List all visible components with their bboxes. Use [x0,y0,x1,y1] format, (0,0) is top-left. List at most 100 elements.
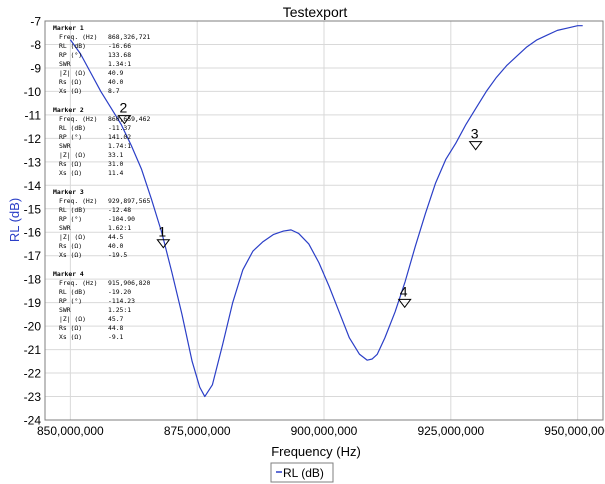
marker-info-value: 40.0 [108,242,124,250]
marker-info-value: -9.1 [108,333,124,341]
x-tick-label: 925,000,000 [417,424,484,438]
y-tick-label: -21 [24,343,42,357]
marker-info-key: Xs (Ω) [59,87,82,95]
marker-info-key: |Z| (Ω) [59,233,86,241]
marker-info-key: Rs (Ω) [59,324,82,332]
y-tick-label: -23 [24,390,42,404]
marker-info-key: RL (dB) [59,124,86,132]
marker-info-key: SWR [59,60,71,68]
marker-triangle-icon [117,115,132,125]
x-axis-ticks: 850,000,000 875,000,000 900,000,000 925,000… [37,424,605,438]
marker-info-key: SWR [59,142,71,150]
marker-info-value: 33.1 [108,151,124,159]
marker-info-value: 40.9 [108,69,124,77]
marker-number: 2 [120,100,128,116]
marker-info-key: Freq. (Hz) [59,33,97,41]
marker-info-value: 1.74:1 [108,142,131,150]
marker-info-key: RL (dB) [59,42,86,50]
legend-label: RL (dB) [283,466,324,480]
marker-2: 2 [117,100,132,125]
x-axis-label: Frequency (Hz) [271,444,361,459]
marker-info-key: Rs (Ω) [59,242,82,250]
marker-1: 1 [156,224,171,249]
y-tick-label: -9 [30,61,41,75]
marker-info-key: Freq. (Hz) [59,197,97,205]
y-tick-label: -19 [24,296,42,310]
marker-info-value: 141.02 [108,133,131,141]
marker-triangle-icon [156,239,171,249]
marker-4: 4 [397,283,412,309]
plot-area-border [44,20,604,421]
marker-info-value: -19.5 [108,251,127,259]
y-tick-label: -24 [24,414,42,428]
marker-info-key: |Z| (Ω) [59,151,86,159]
marker-info-value: 915,906,820 [108,279,150,287]
x-tick-label: 900,000,000 [291,424,358,438]
marker-info-title: Marker 2 [53,106,84,114]
marker-layer: 1 2 3 4 [117,100,483,309]
y-tick-label: -20 [24,320,42,334]
x-tick-label: 850,000,000 [37,424,104,438]
marker-info-key: RP (°) [59,215,82,223]
marker-info-key: RP (°) [59,297,82,305]
marker-info-key: Xs (Ω) [59,333,82,341]
marker-info-value: 8.7 [108,87,120,95]
grid [45,20,603,421]
marker-info-value: 31.0 [108,160,124,168]
y-tick-label: -17 [24,249,42,263]
chart-title: Testexport [283,4,348,20]
marker-info-key: |Z| (Ω) [59,69,86,77]
marker-info-title: Marker 1 [53,24,84,32]
x-tick-label: 875,000,000 [164,424,231,438]
series-layer [69,25,583,398]
marker-info-value: -11.37 [108,124,131,132]
marker-info-key: SWR [59,224,71,232]
y-tick-label: -7 [30,15,41,29]
marker-info-key: Freq. (Hz) [59,279,97,287]
marker-info-value: 133.68 [108,51,131,59]
marker-info-value: -16.66 [108,42,131,50]
y-tick-label: -14 [24,179,42,193]
marker-info-key: Xs (Ω) [59,251,82,259]
marker-info-key: SWR [59,306,71,314]
marker-triangle-icon [397,298,412,309]
marker-info-value: 1.25:1 [108,306,131,314]
marker-info-value: 44.5 [108,233,124,241]
y-tick-label: -18 [24,273,42,287]
marker-info-key: RP (°) [59,133,82,141]
marker-info-value: 868,326,721 [108,33,150,41]
marker-info-key: RP (°) [59,51,82,59]
y-axis-ticks: -7 -8 -9 -10 -11 -12 -13 -14 -15 -16 -17 -18 -19 -20 -… [24,15,42,428]
marker-info-key: Xs (Ω) [59,169,82,177]
marker-info-value: 860,659,462 [108,115,150,123]
marker-3: 3 [468,126,483,151]
marker-number: 4 [400,283,408,299]
marker-info-value: 929,897,565 [108,197,150,205]
y-tick-label: -12 [24,132,42,146]
marker-info-value: -12.48 [108,206,131,214]
marker-triangle-icon [468,141,483,151]
marker-info-value: -114.23 [108,297,135,305]
marker-info-title: Marker 4 [53,270,84,278]
marker-info-value: -19.20 [108,288,131,296]
legend: RL (dB) [270,462,334,483]
series-line-rl [69,25,583,398]
y-axis-label: RL (dB) [7,198,22,242]
marker-info-value: 1.34:1 [108,60,131,68]
marker-number: 1 [158,224,166,240]
marker-info-value: 44.8 [108,324,124,332]
marker-info-title: Marker 3 [53,188,84,196]
x-tick-label: 950,000,000 [544,424,605,438]
marker-number: 3 [471,126,479,142]
marker-info-value: 11.4 [108,169,124,177]
marker-info-key: RL (dB) [59,288,86,296]
y-tick-label: -10 [24,85,42,99]
y-tick-label: -15 [24,202,42,216]
y-tick-label: -8 [30,38,41,52]
marker-info-key: Freq. (Hz) [59,115,97,123]
